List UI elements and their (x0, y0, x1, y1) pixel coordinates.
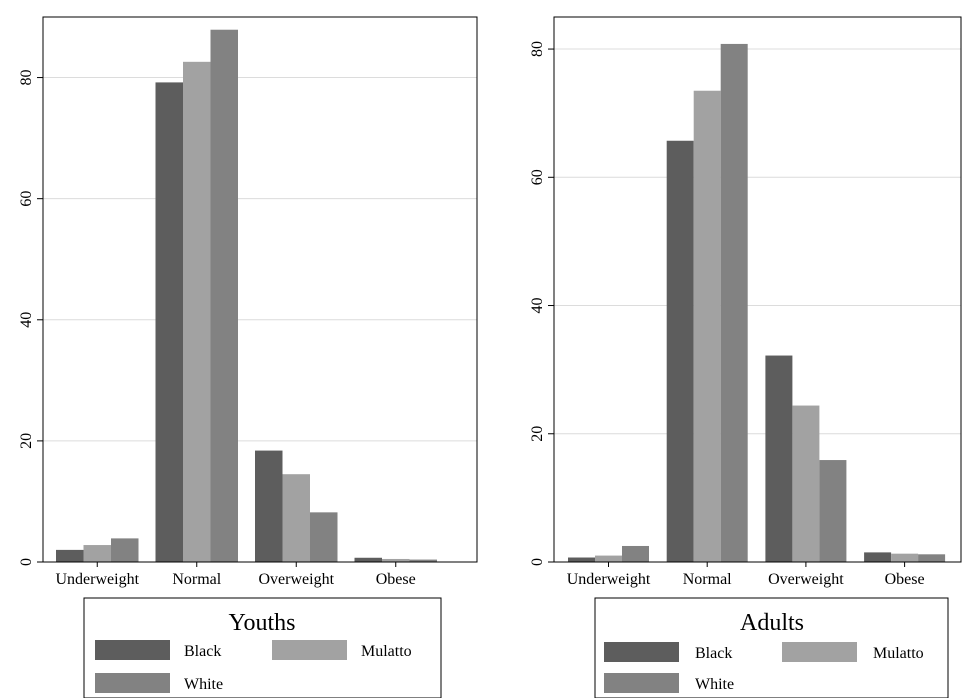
legend-swatch-black (604, 642, 679, 662)
chart-adults: 0 20 40 60 80 Underweight Normal Overweight Obes… (529, 16, 962, 698)
legend-swatch-mulatto (782, 642, 857, 662)
y-tick-label: 20 (18, 433, 35, 449)
y-tick-label: 80 (18, 70, 35, 86)
bar-white-overweight (310, 512, 338, 562)
bar-mulatto-overweight (282, 474, 310, 562)
bar-black-obese (864, 552, 892, 562)
y-tick-label: 20 (529, 426, 546, 442)
legend-youths: Youths Black Mulatto White (83, 597, 442, 698)
bar-mulatto-obese (382, 558, 410, 562)
x-tick-label: Normal (683, 571, 732, 588)
legend-title: Adults (740, 610, 804, 636)
bar-mulatto-normal (693, 90, 721, 562)
legend-label-mulatto: Mulatto (361, 643, 412, 660)
bar-white-underweight (622, 545, 649, 562)
legend-title: Youths (229, 610, 296, 636)
x-tick-label: Overweight (768, 571, 844, 588)
y-tick-label: 60 (18, 191, 35, 207)
bar-white-underweight (111, 538, 139, 562)
bar-black-normal (155, 82, 183, 563)
legend-label-mulatto: Mulatto (873, 645, 924, 662)
x-tick-label: Obese (376, 571, 416, 588)
bar-mulatto-underweight (595, 555, 622, 562)
legend-swatch-white (95, 673, 170, 693)
chart-youths: 0 20 40 60 80 Underweight Normal Overweight Obes… (18, 16, 478, 698)
legend-swatch-mulatto (272, 640, 347, 660)
y-tick-label: 40 (18, 312, 35, 328)
bar-black-underweight (56, 549, 84, 562)
bar-white-overweight (819, 460, 847, 562)
y-tick-label: 40 (529, 298, 546, 314)
bar-white-obese (409, 559, 437, 562)
legend-label-black: Black (695, 645, 732, 662)
legend-swatch-white (604, 673, 679, 693)
x-tick-label: Normal (172, 571, 221, 588)
bar-mulatto-obese (891, 553, 919, 562)
bar-black-normal (666, 140, 694, 562)
bar-black-overweight (765, 355, 793, 562)
plot-frame (553, 16, 962, 563)
x-tick-label: Overweight (258, 571, 334, 588)
bar-black-underweight (568, 557, 595, 562)
bar-mulatto-normal (183, 61, 211, 563)
legend-swatch-black (95, 640, 170, 660)
legend-adults: Adults Black Mulatto White (594, 597, 949, 698)
y-tick-label: 60 (529, 169, 546, 185)
legend-label-black: Black (184, 643, 221, 660)
legend-label-white: White (695, 676, 734, 693)
x-tick-label: Obese (885, 571, 925, 588)
bar-mulatto-overweight (792, 405, 820, 562)
bar-mulatto-underweight (83, 545, 111, 562)
bar-black-overweight (255, 450, 283, 562)
bar-white-normal (210, 29, 238, 562)
bar-white-obese (918, 554, 946, 562)
plot-frame (42, 16, 478, 563)
bar-white-normal (720, 43, 748, 562)
bar-black-obese (354, 557, 382, 562)
x-tick-label: Underweight (55, 571, 139, 588)
legend-label-white: White (184, 676, 223, 693)
y-tick-label: 80 (529, 41, 546, 57)
y-tick-label: 0 (18, 558, 35, 566)
x-tick-label: Underweight (567, 571, 651, 588)
y-tick-label: 0 (529, 558, 546, 566)
